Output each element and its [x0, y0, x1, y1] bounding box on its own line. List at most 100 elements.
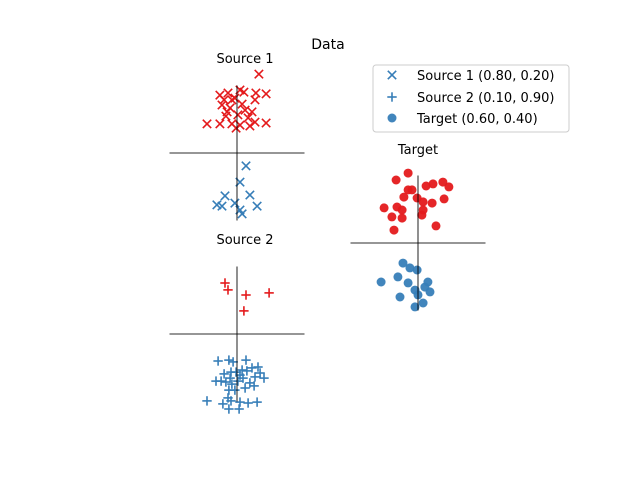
data-point-class_0 [261, 89, 271, 99]
data-point-class_0 [247, 107, 257, 117]
data-point-class_0 [431, 221, 441, 231]
data-point-class_1 [247, 363, 257, 373]
data-point-class_1 [231, 367, 241, 377]
data-point-class_1 [224, 355, 234, 365]
data-point-class_0 [403, 168, 413, 178]
data-point-class_0 [220, 278, 230, 288]
data-point-class_1 [241, 161, 251, 171]
legend-label-target: Target (0.60, 0.40) [416, 112, 538, 127]
data-point-class_0 [239, 87, 249, 97]
data-point-class_1 [405, 263, 415, 273]
data-point-class_0 [239, 306, 249, 316]
legend-box [372, 64, 570, 133]
subplot-title-target: Target [397, 143, 438, 158]
data-point-class_0 [222, 107, 232, 117]
data-point-class_0 [230, 93, 240, 103]
data-point-class_0 [421, 181, 431, 191]
legend: Source 1 (0.80, 0.20) Source 2 (0.10, 0.… [372, 64, 570, 133]
data-point-class_0 [241, 290, 251, 300]
data-point-class_0 [418, 197, 428, 207]
data-point-class_1 [234, 404, 244, 414]
data-point-class_1 [213, 356, 223, 366]
data-point-class_0 [223, 285, 233, 295]
data-point-class_1 [238, 373, 248, 383]
data-point-class_1 [412, 265, 422, 275]
data-point-class_0 [245, 121, 255, 131]
data-point-class_0 [219, 95, 229, 105]
data-point-class_1 [425, 287, 435, 297]
data-point-class_1 [219, 369, 229, 379]
data-point-class_0 [379, 203, 389, 213]
data-point-class_1 [227, 379, 237, 389]
subplot-source-1 [169, 69, 305, 221]
data-point-class_0 [202, 119, 212, 129]
data-point-class_0 [254, 69, 264, 79]
data-point-class_0 [407, 185, 417, 195]
data-point-class_1 [240, 383, 250, 393]
data-point-class_1 [252, 397, 262, 407]
data-point-class_1 [241, 355, 251, 365]
data-point-class_0 [397, 205, 407, 215]
data-point-class_0 [399, 192, 409, 202]
data-point-class_0 [397, 213, 407, 223]
data-point-class_0 [389, 225, 399, 235]
data-point-class_1 [211, 376, 221, 386]
subplot-title-source-1: Source 1 [216, 52, 273, 67]
data-point-class_0 [444, 182, 454, 192]
data-point-class_1 [259, 373, 269, 383]
data-point-class_1 [253, 362, 263, 372]
data-point-class_0 [243, 113, 253, 123]
data-point-class_0 [264, 288, 274, 298]
subplot-target [350, 168, 486, 312]
data-point-class_1 [235, 397, 245, 407]
data-point-class_0 [240, 105, 250, 115]
data-point-class_1 [237, 365, 247, 375]
data-point-class_1 [403, 278, 413, 288]
data-point-class_1 [233, 376, 243, 386]
data-point-class_0 [237, 99, 247, 109]
legend-marker-x [387, 70, 397, 80]
data-point-class_0 [439, 194, 449, 204]
subplot-source-2 [169, 266, 305, 414]
data-point-class_1 [255, 368, 265, 378]
legend-label-source-1: Source 1 (0.80, 0.20) [417, 69, 554, 84]
data-point-class_0 [217, 100, 227, 110]
data-point-class_0 [417, 210, 427, 220]
legend-marker-circle [387, 113, 397, 123]
data-point-class_1 [376, 277, 386, 287]
data-point-class_1 [398, 258, 408, 268]
data-point-class_1 [395, 292, 405, 302]
data-point-class_1 [250, 372, 260, 382]
data-point-class_0 [428, 179, 438, 189]
data-point-class_1 [245, 190, 255, 200]
data-point-class_0 [231, 123, 241, 133]
data-point-class_0 [223, 88, 233, 98]
data-point-class_0 [215, 119, 225, 129]
data-point-class_0 [233, 110, 243, 120]
chart-title: Data [311, 37, 344, 53]
data-point-class_1 [217, 201, 227, 211]
data-point-class_1 [243, 398, 253, 408]
data-point-class_1 [237, 209, 247, 219]
data-point-class_1 [226, 396, 236, 406]
data-point-class_1 [230, 198, 240, 208]
data-point-class_1 [242, 366, 252, 376]
data-point-class_1 [418, 298, 428, 308]
data-point-class_0 [387, 212, 397, 222]
data-point-class_1 [224, 404, 234, 414]
data-point-class_1 [249, 381, 259, 391]
data-point-class_1 [393, 272, 403, 282]
data-point-class_1 [225, 373, 235, 383]
subplot-title-source-2: Source 2 [216, 233, 273, 248]
data-point-class_0 [438, 177, 448, 187]
data-point-class_1 [230, 385, 240, 395]
data-point-class_0 [427, 198, 437, 208]
data-point-class_0 [261, 118, 271, 128]
data-point-class_1 [220, 191, 230, 201]
data-point-class_1 [252, 201, 262, 211]
legend-label-source-2: Source 2 (0.10, 0.90) [417, 91, 554, 106]
data-point-class_0 [391, 175, 401, 185]
legend-marker-plus [387, 92, 397, 102]
data-point-class_0 [250, 95, 260, 105]
